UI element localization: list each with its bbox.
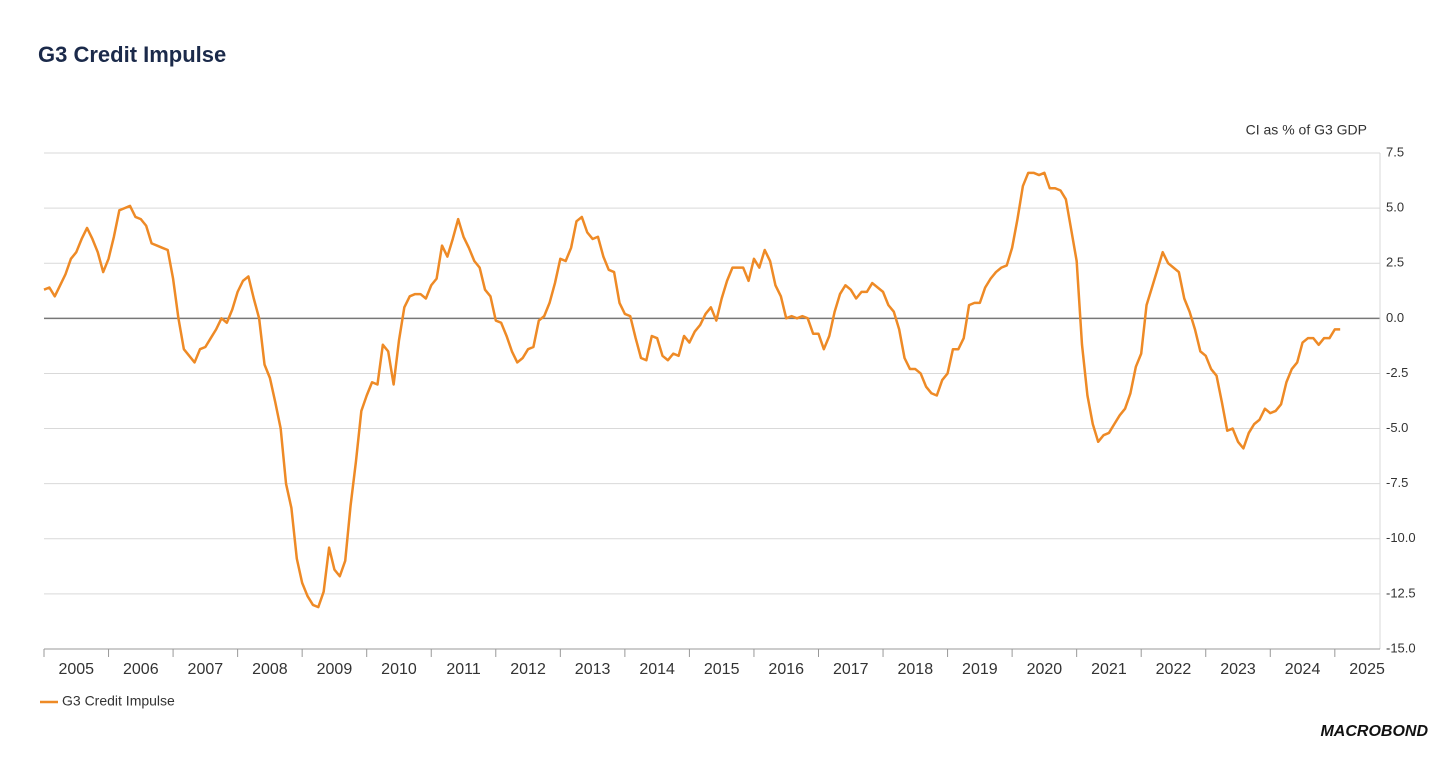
legend-label: G3 Credit Impulse — [62, 693, 175, 709]
x-tick-label: 2015 — [704, 661, 740, 678]
x-tick-label: 2022 — [1156, 661, 1192, 678]
y-tick-label: -5.0 — [1386, 420, 1408, 435]
y-tick-label: -10.0 — [1386, 530, 1416, 545]
y-tick-label: 5.0 — [1386, 200, 1404, 215]
x-tick-label: 2017 — [833, 661, 869, 678]
x-tick-label: 2010 — [381, 661, 417, 678]
y-tick-label: -15.0 — [1386, 640, 1416, 655]
x-tick-label: 2019 — [962, 661, 998, 678]
y-tick-label: -2.5 — [1386, 365, 1408, 380]
x-tick-label: 2007 — [188, 661, 224, 678]
x-tick-label: 2018 — [898, 661, 934, 678]
x-tick-label: 2006 — [123, 661, 159, 678]
y-tick-label: -12.5 — [1386, 585, 1416, 600]
x-tick-label: 2021 — [1091, 661, 1127, 678]
x-tick-label: 2009 — [317, 661, 353, 678]
x-tick-label: 2013 — [575, 661, 611, 678]
x-tick-label: 2025 — [1349, 661, 1385, 678]
x-tick-label: 2020 — [1027, 661, 1063, 678]
brand-logo: MACROBOND — [1320, 723, 1428, 740]
y-tick-label: 2.5 — [1386, 255, 1404, 270]
x-tick-label: 2024 — [1285, 661, 1321, 678]
y-tick-label: 7.5 — [1386, 144, 1404, 159]
series-line — [43, 171, 1341, 609]
x-tick-label: 2005 — [58, 661, 94, 678]
y-tick-label: -7.5 — [1386, 475, 1408, 490]
x-tick-label: 2008 — [252, 661, 288, 678]
y-axis-label: CI as % of G3 GDP — [1246, 122, 1367, 138]
x-tick-label: 2011 — [446, 661, 481, 678]
x-tick-label: 2016 — [768, 661, 804, 678]
x-tick-label: 2023 — [1220, 661, 1256, 678]
y-tick-label: 0.0 — [1386, 310, 1404, 325]
x-tick-label: 2014 — [639, 661, 675, 678]
x-tick-label: 2012 — [510, 661, 546, 678]
chart-title: G3 Credit Impulse — [38, 42, 226, 67]
